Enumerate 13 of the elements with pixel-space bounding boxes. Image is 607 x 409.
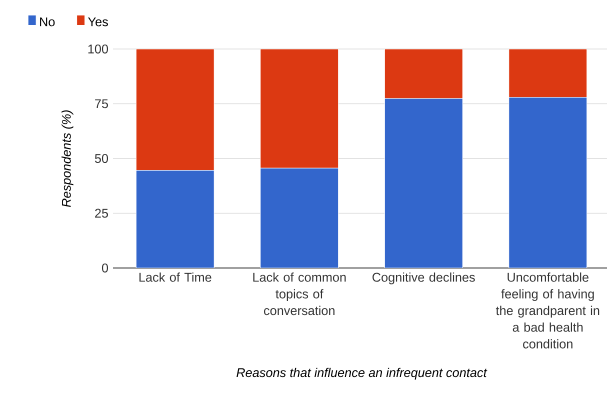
y-tick-label: 100 xyxy=(88,44,108,54)
y-axis-title: Respondents (%) xyxy=(62,110,74,208)
x-tick-label: Cognitive declines xyxy=(372,272,475,284)
y-tick-label: 0 xyxy=(102,264,108,272)
x-axis-title: Reasons that influence an infrequent contact xyxy=(236,368,488,380)
y-tick-label: 25 xyxy=(95,208,108,218)
x-tick-label: Lack of Time xyxy=(139,272,212,282)
legend-label: No xyxy=(40,17,55,26)
legend-label: Yes xyxy=(88,17,108,26)
x-tick-label: Uncomfortable feeling of having the grandparent in a bad health condition xyxy=(496,272,600,348)
x-tick-label: Lack of common topics of conversation xyxy=(253,272,346,316)
y-tick-label: 75 xyxy=(95,99,108,108)
y-tick-label: 50 xyxy=(94,154,108,163)
